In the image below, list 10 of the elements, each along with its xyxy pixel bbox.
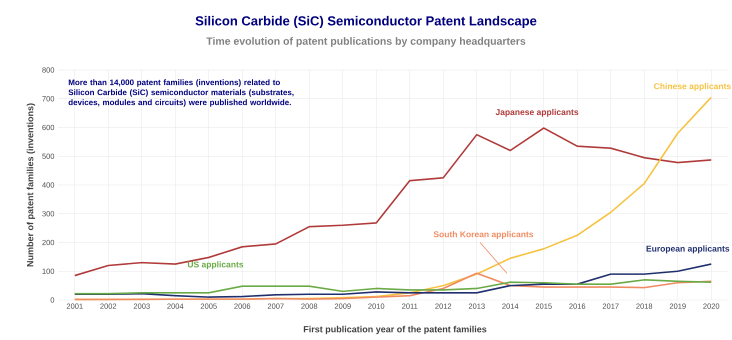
text: US applicants	[188, 261, 244, 270]
text: European applicants	[646, 245, 730, 254]
annotation: More than 14,000 patent families (inventions) related to Silicon Carbide (SiC) semiconductor materials (substrates, devices, modules and circuits) were published worldwide.	[68, 79, 294, 107]
text: Chinese applicants	[654, 82, 731, 91]
chart-title: Silicon Carbide (SiC) Semiconductor Patent Landscape	[196, 16, 536, 28]
text: South Korean applicants	[434, 231, 534, 239]
chart-subtitle: Time evolution of patent publications by company headquarters	[206, 37, 526, 47]
x-axis-title: First publication year of the patent families	[304, 326, 486, 334]
y-axis-title: Number of patent families (inventions)	[26, 103, 36, 266]
series-label: Japanese applicants	[496, 108, 578, 117]
